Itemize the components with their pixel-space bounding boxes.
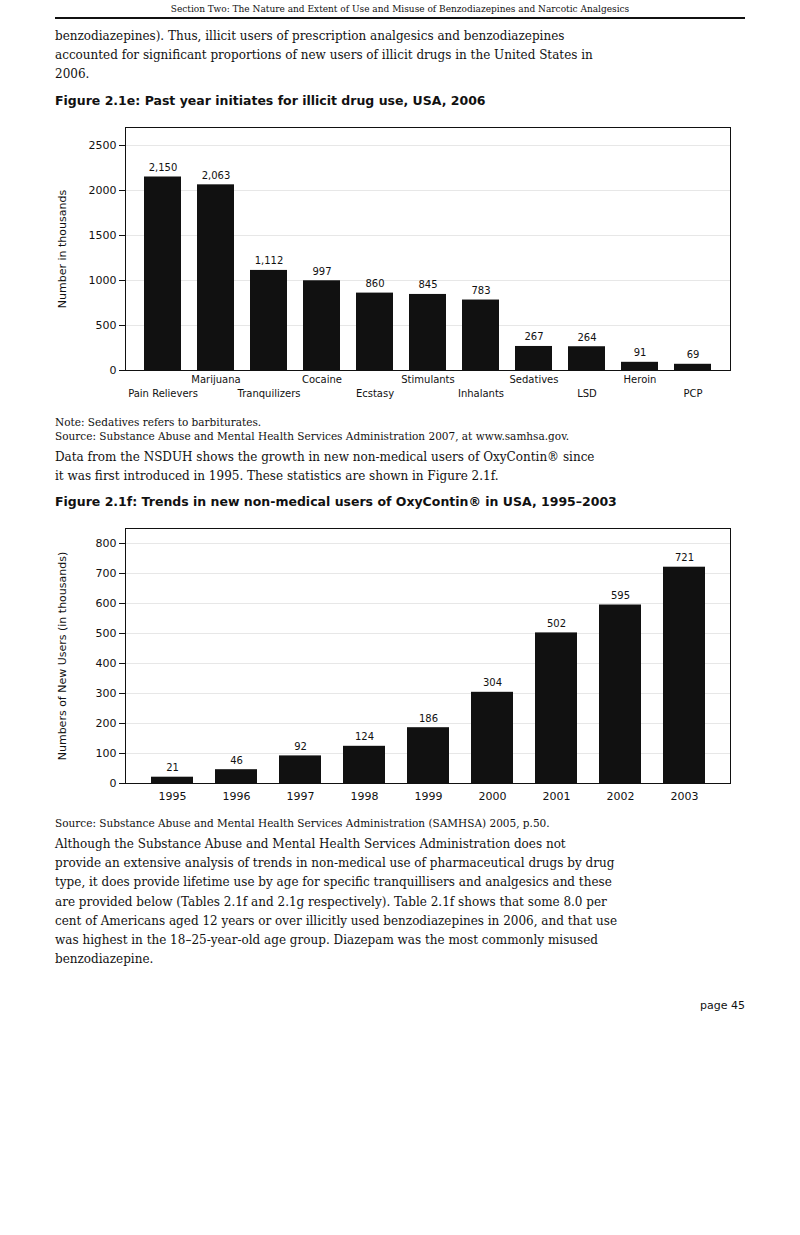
svg-text:2003: 2003 — [671, 790, 699, 803]
html-text:Although the Substance Abuse a: Although the Substance Abuse and Mental … — [55, 836, 617, 967]
svg-text:92: 92 — [294, 741, 307, 752]
svg-text:500: 500 — [96, 319, 117, 332]
svg-text:100: 100 — [96, 747, 117, 760]
html-text:Source: Substance Abuse and Me: Source: Substance Abuse and Mental Healt… — [55, 816, 550, 829]
svg-text:Tranquilizers: Tranquilizers — [237, 387, 301, 398]
svg-text:21: 21 — [166, 762, 179, 773]
svg-text:Inhalants: Inhalants — [458, 387, 504, 398]
svg-text:Sedatives: Sedatives — [510, 373, 559, 384]
svg-text:2,150: 2,150 — [149, 162, 178, 173]
svg-text:783: 783 — [471, 285, 490, 296]
svg-text:700: 700 — [96, 567, 117, 580]
svg-text:Heroin: Heroin — [624, 373, 657, 384]
svg-text:800: 800 — [96, 537, 117, 550]
svg-text:267: 267 — [524, 331, 543, 342]
svg-text:0: 0 — [110, 364, 117, 377]
svg-text:200: 200 — [96, 717, 117, 730]
svg-text:PCP: PCP — [683, 387, 702, 398]
html-text:Data from the NSDUH shows the: Data from the NSDUH shows the growth in … — [55, 449, 595, 483]
svg-text:304: 304 — [483, 677, 502, 688]
svg-text:124: 124 — [355, 731, 374, 742]
svg-text:Cocaine: Cocaine — [302, 373, 342, 384]
svg-text:0: 0 — [110, 777, 117, 790]
svg-text:400: 400 — [96, 657, 117, 670]
svg-text:69: 69 — [687, 349, 700, 360]
svg-text:500: 500 — [96, 627, 117, 640]
html-text:benzodiazepines). Thus, illici: benzodiazepines). Thus, illicit users of… — [55, 29, 593, 82]
svg-text:Number in thousands: Number in thousands — [56, 189, 69, 308]
svg-text:264: 264 — [577, 331, 596, 342]
svg-text:502: 502 — [547, 618, 566, 629]
svg-text:600: 600 — [96, 597, 117, 610]
html-text:Note: Sedatives refers to barb: Note: Sedatives refers to barbiturates. — [55, 415, 262, 428]
svg-text:2002: 2002 — [607, 790, 635, 803]
svg-text:LSD: LSD — [577, 387, 597, 398]
svg-text:1000: 1000 — [89, 274, 117, 287]
svg-text:595: 595 — [611, 590, 630, 601]
svg-text:1997: 1997 — [287, 790, 315, 803]
html-text:Figure 2.1e: Past year initiat: Figure 2.1e: Past year initiates for ill… — [55, 92, 486, 108]
html-text:Source: Substance Abuse and Me: Source: Substance Abuse and Mental Healt… — [55, 429, 570, 442]
svg-text:2001: 2001 — [543, 790, 571, 803]
svg-text:1,112: 1,112 — [255, 255, 284, 266]
svg-text:2,063: 2,063 — [202, 169, 231, 180]
svg-text:186: 186 — [419, 713, 438, 724]
svg-text:Ecstasy: Ecstasy — [356, 387, 394, 398]
svg-text:860: 860 — [365, 278, 384, 289]
svg-text:Marijuana: Marijuana — [191, 373, 240, 384]
html-text:page 45: page 45 — [700, 999, 745, 1013]
svg-text:1995: 1995 — [159, 790, 187, 803]
svg-text:300: 300 — [96, 687, 117, 700]
svg-text:721: 721 — [675, 552, 694, 563]
svg-text:1999: 1999 — [415, 790, 443, 803]
svg-text:845: 845 — [418, 279, 437, 290]
svg-text:Pain Relievers: Pain Relievers — [128, 387, 198, 398]
svg-text:1996: 1996 — [223, 790, 251, 803]
svg-text:997: 997 — [312, 265, 331, 276]
html-text:Section Two: The Nature and Ex: Section Two: The Nature and Extent of Us… — [170, 4, 630, 14]
svg-text:1500: 1500 — [89, 229, 117, 242]
svg-text:Stimulants: Stimulants — [401, 373, 455, 384]
svg-text:Numbers of New Users (in thous: Numbers of New Users (in thousands) — [56, 552, 69, 761]
svg-text:91: 91 — [634, 347, 647, 358]
svg-text:2000: 2000 — [479, 790, 507, 803]
svg-text:2500: 2500 — [89, 139, 117, 152]
svg-text:46: 46 — [230, 755, 243, 766]
html-text:Figure 2.1f: Trends in new non: Figure 2.1f: Trends in new non-medical u… — [55, 493, 617, 509]
svg-text:2000: 2000 — [89, 184, 117, 197]
svg-text:1998: 1998 — [351, 790, 379, 803]
